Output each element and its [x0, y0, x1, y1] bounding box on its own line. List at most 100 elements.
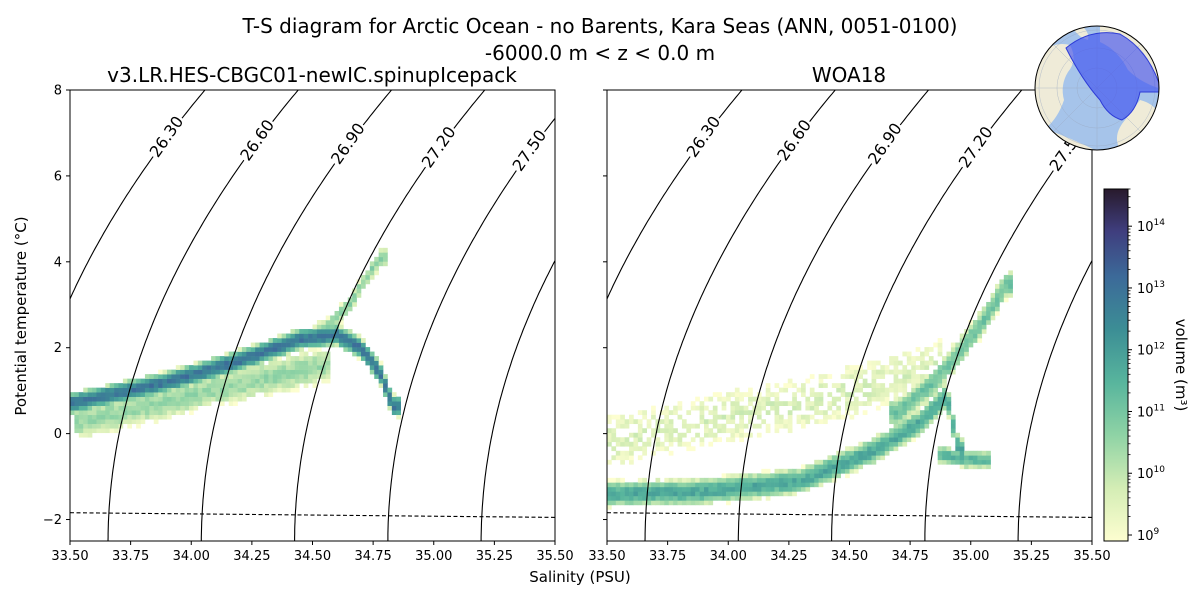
- y-tick-label: 6: [54, 169, 62, 184]
- heatmap-cell: [620, 495, 625, 501]
- heatmap-cell: [664, 428, 670, 434]
- heatmap-cell: [712, 477, 718, 483]
- heatmap-cell: [118, 392, 124, 397]
- heatmap-cell: [721, 396, 727, 402]
- heatmap-cell: [272, 351, 278, 357]
- heatmap-cell: [986, 306, 991, 312]
- heatmap-cell: [690, 482, 696, 488]
- heatmap-cell: [277, 383, 282, 388]
- heatmap-model: [70, 247, 401, 438]
- heatmap-cell: [783, 473, 789, 479]
- heatmap-cell: [365, 351, 371, 357]
- heatmap-cell: [374, 360, 379, 366]
- heatmap-cell: [875, 450, 881, 456]
- heatmap-cell: [294, 329, 300, 334]
- heatmap-cell: [100, 396, 106, 402]
- heatmap-cell: [361, 283, 366, 289]
- heatmap-cell: [611, 446, 617, 452]
- heatmap-cell: [149, 392, 155, 397]
- heatmap-cell: [734, 432, 740, 438]
- heatmap-cell: [950, 369, 956, 375]
- heatmap-cell: [959, 446, 965, 452]
- heatmap-cell: [898, 432, 903, 438]
- heatmap-cell: [189, 378, 194, 384]
- heatmap-cell: [805, 473, 811, 479]
- heatmap-cell: [255, 360, 260, 366]
- heatmap-cell: [396, 410, 401, 416]
- heatmap-cell: [78, 428, 84, 434]
- heatmap-cell: [1008, 288, 1013, 294]
- heatmap-cell: [316, 351, 322, 357]
- heatmap-cell: [968, 342, 974, 348]
- heatmap-cell: [765, 491, 771, 497]
- heatmap-cell: [721, 414, 727, 420]
- heatmap-cell: [853, 383, 859, 388]
- heatmap-cell: [655, 428, 661, 434]
- heatmap-cell: [374, 374, 379, 379]
- heatmap-cell: [197, 369, 203, 375]
- heatmap-cell: [778, 423, 784, 429]
- heatmap-cell: [990, 301, 996, 307]
- heatmap-cell: [78, 405, 84, 411]
- heatmap-cell: [637, 477, 643, 483]
- heatmap-cell: [906, 423, 912, 429]
- heatmap-cell: [809, 405, 815, 411]
- heatmap-cell: [105, 392, 110, 397]
- heatmap-cell: [316, 333, 322, 339]
- heatmap-cell: [383, 374, 388, 379]
- heatmap-cell: [942, 455, 947, 461]
- heatmap-cell: [787, 428, 793, 434]
- heatmap-cell: [338, 329, 344, 334]
- heatmap-cell: [880, 392, 886, 397]
- heatmap-cell: [114, 387, 119, 393]
- heatmap-cell: [312, 383, 318, 388]
- heatmap-cell: [924, 365, 930, 370]
- heatmap-obs: [607, 270, 1013, 510]
- y-tick-label: 0: [54, 427, 62, 442]
- heatmap-cell: [620, 419, 625, 425]
- heatmap-cell: [787, 486, 793, 492]
- heatmap-cell: [211, 374, 216, 379]
- heatmap-cell: [316, 356, 322, 361]
- heatmap-cell: [673, 486, 678, 492]
- heatmap-cell: [338, 333, 344, 339]
- heatmap-cell: [915, 410, 921, 416]
- heatmap-cell: [831, 396, 837, 402]
- heatmap-cell: [920, 383, 925, 388]
- heatmap-cell: [999, 283, 1005, 289]
- heatmap-cell: [633, 432, 639, 438]
- heatmap-cell: [972, 333, 978, 339]
- heatmap-cell: [109, 414, 115, 420]
- heatmap-cell: [677, 482, 683, 488]
- heatmap-cell: [325, 324, 331, 330]
- heatmap-cell: [884, 446, 890, 452]
- heatmap-cell: [646, 491, 652, 497]
- heatmap-cell: [615, 491, 621, 497]
- heatmap-cell: [659, 410, 665, 416]
- heatmap-cell: [880, 450, 886, 456]
- heatmap-cell: [884, 392, 890, 397]
- heatmap-cell: [915, 383, 921, 388]
- heatmap-cell: [853, 365, 859, 370]
- heatmap-cell: [739, 405, 744, 411]
- heatmap-cell: [383, 261, 388, 267]
- heatmap-cell: [343, 342, 349, 348]
- heatmap-cell: [818, 378, 824, 384]
- heatmap-cell: [704, 396, 709, 402]
- heatmap-cell: [796, 405, 802, 411]
- heatmap-cell: [277, 387, 282, 393]
- heatmap-cell: [127, 414, 133, 420]
- heatmap-cell: [792, 477, 797, 483]
- heatmap-cell: [920, 392, 925, 397]
- heatmap-cell: [840, 450, 846, 456]
- heatmap-cell: [681, 419, 687, 425]
- heatmap-cell: [673, 500, 678, 506]
- contour-label-background: [954, 122, 999, 173]
- heatmap-cell: [814, 405, 819, 411]
- heatmap-cell: [158, 387, 163, 393]
- heatmap-cell: [999, 297, 1005, 303]
- heatmap-cell: [321, 338, 327, 343]
- heatmap-cell: [717, 486, 722, 492]
- heatmap-cell: [677, 486, 683, 492]
- heatmap-cell: [96, 410, 102, 416]
